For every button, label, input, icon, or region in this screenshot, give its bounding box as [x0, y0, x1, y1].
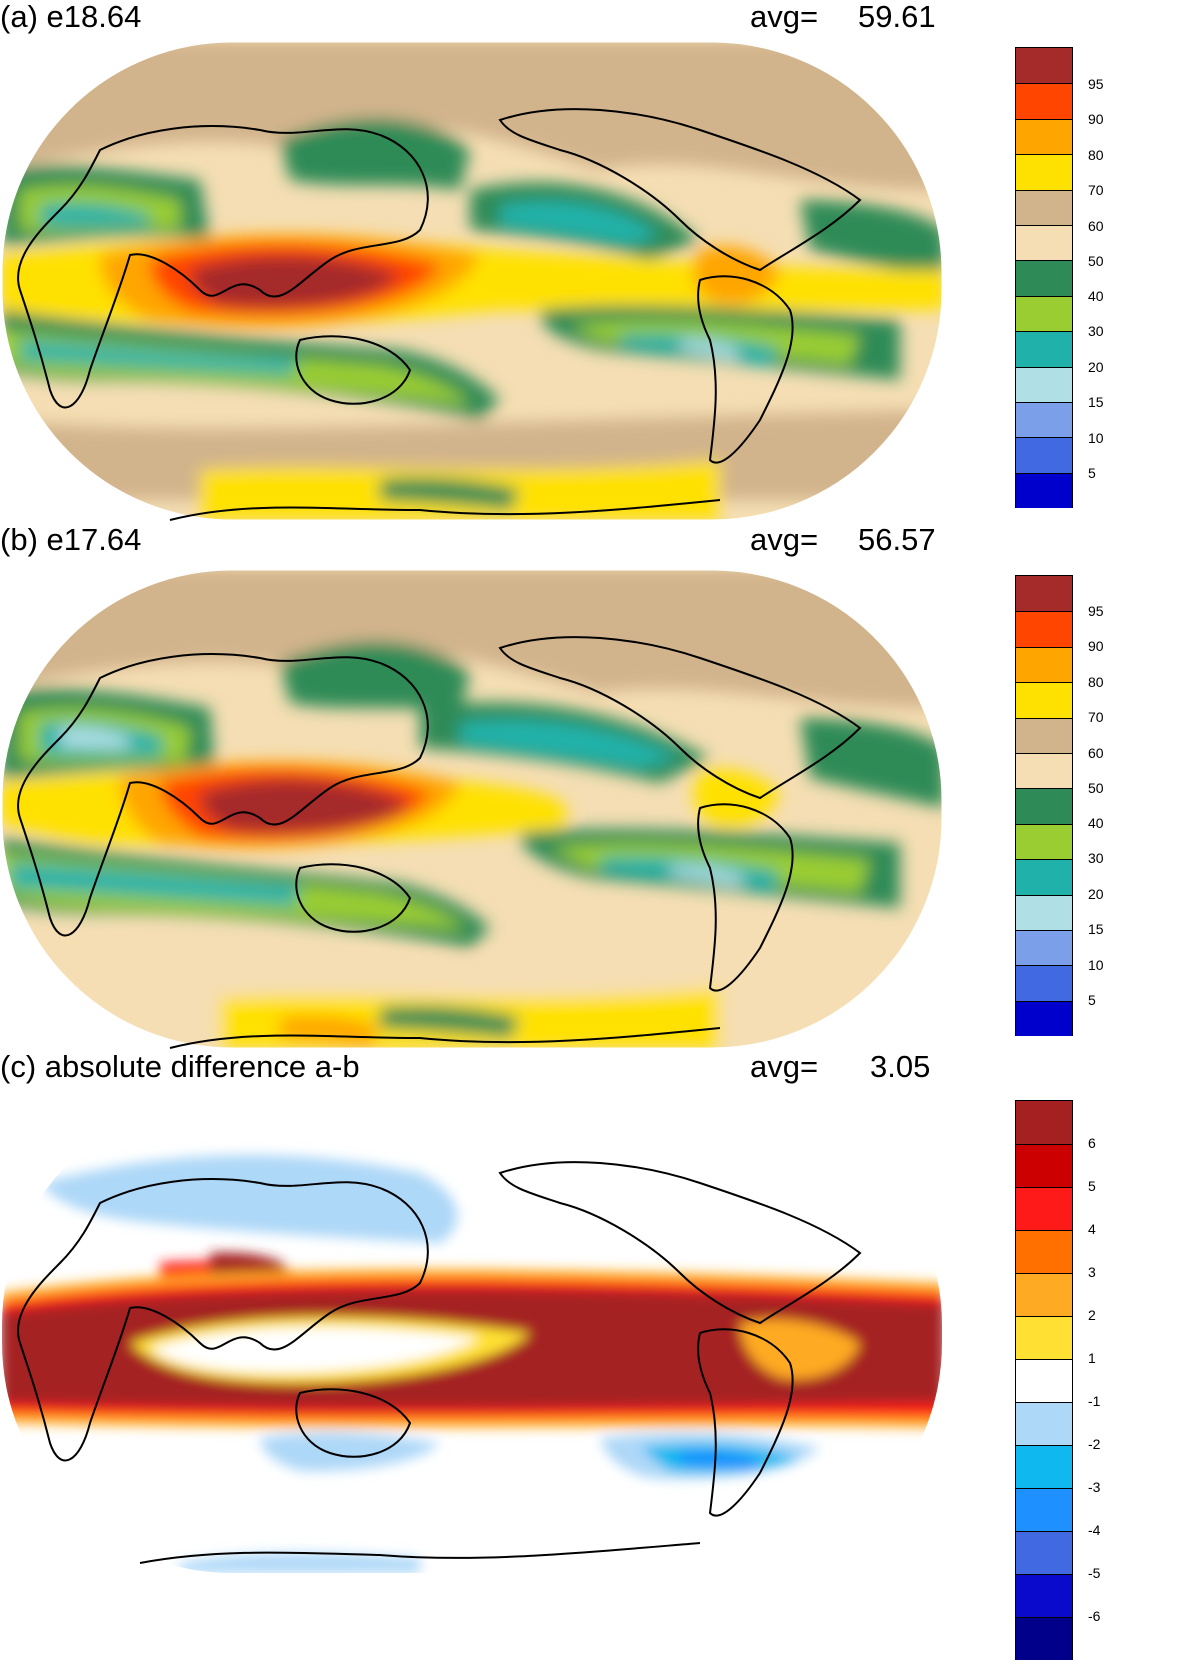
panel-b-avg-label: avg= — [750, 522, 819, 557]
panel-c-colorbar — [1015, 1100, 1073, 1660]
swatch — [1016, 437, 1072, 473]
swatch — [1016, 894, 1072, 930]
panel-c-tick: -5 — [1088, 1565, 1101, 1581]
panel-b-tick: 90 — [1088, 638, 1104, 654]
panel-b-tick: 5 — [1088, 992, 1096, 1008]
swatch — [1016, 154, 1072, 190]
panel-a-tick: 5 — [1088, 465, 1096, 481]
panel-c-tick: -6 — [1088, 1608, 1101, 1624]
panel-c-tick: 1 — [1088, 1350, 1096, 1366]
panel-a-tick: 50 — [1088, 253, 1104, 269]
panel-c-tick: -2 — [1088, 1436, 1101, 1452]
panel-b-map — [0, 568, 945, 1050]
swatch — [1016, 401, 1072, 438]
swatch — [1016, 752, 1072, 789]
panel-c-tick: 4 — [1088, 1221, 1096, 1237]
panel-b-tick: 50 — [1088, 780, 1104, 796]
swatch — [1016, 646, 1072, 683]
panel-b-tick: 10 — [1088, 957, 1104, 973]
panel-c-tick: 6 — [1088, 1135, 1096, 1151]
panel-b-tick: 15 — [1088, 921, 1104, 937]
panel-b-tick: 70 — [1088, 709, 1104, 725]
panel-b-map-svg — [1, 569, 943, 1049]
panel-a-tick: 30 — [1088, 323, 1104, 339]
swatch — [1016, 965, 1072, 1001]
panel-a-tick: 60 — [1088, 218, 1104, 234]
swatch — [1016, 1144, 1072, 1187]
panel-c-tick: 5 — [1088, 1178, 1096, 1194]
panel-c-map — [0, 1093, 945, 1575]
panel-b-tick: 80 — [1088, 674, 1104, 690]
panel-b-tick: 20 — [1088, 886, 1104, 902]
panel-a-coastlines — [17, 108, 862, 521]
panel-c-coastlines — [17, 1161, 862, 1564]
swatch — [1016, 823, 1072, 860]
panel-b-title: (b) e17.64 — [0, 522, 142, 557]
panel-c-tick: 3 — [1088, 1264, 1096, 1280]
swatch — [1016, 366, 1072, 402]
swatch — [1016, 1273, 1072, 1316]
swatch — [1016, 1488, 1072, 1531]
swatch — [1016, 189, 1072, 225]
swatch — [1016, 788, 1072, 824]
panel-a-colorbar — [1015, 47, 1073, 509]
panel-b-tick: 40 — [1088, 815, 1104, 831]
swatch — [1016, 1101, 1072, 1144]
panel-b-tick: 30 — [1088, 850, 1104, 866]
panel-a-tick: 80 — [1088, 147, 1104, 163]
swatch — [1016, 260, 1072, 296]
panel-c-tick: -4 — [1088, 1522, 1101, 1538]
panel-a-tick: 40 — [1088, 288, 1104, 304]
panel-c-tick: -3 — [1088, 1479, 1101, 1495]
swatch — [1016, 224, 1072, 261]
panel-a-tick: 15 — [1088, 394, 1104, 410]
swatch — [1016, 295, 1072, 332]
panel-b-colorbar — [1015, 575, 1073, 1037]
swatch — [1016, 1316, 1072, 1359]
swatch — [1016, 1574, 1072, 1617]
swatch — [1016, 576, 1072, 612]
swatch — [1016, 1000, 1072, 1037]
swatch — [1016, 1402, 1072, 1445]
panel-b-tick: 95 — [1088, 603, 1104, 619]
panel-a-map-svg — [1, 41, 943, 521]
panel-a-tick: 20 — [1088, 359, 1104, 375]
panel-a-tick: 70 — [1088, 182, 1104, 198]
swatch — [1016, 118, 1072, 155]
panel-a-title: (a) e18.64 — [0, 0, 142, 34]
swatch — [1016, 717, 1072, 753]
swatch — [1016, 48, 1072, 84]
panel-a-avg-value: 59.61 — [858, 0, 936, 34]
swatch — [1016, 1230, 1072, 1273]
swatch — [1016, 859, 1072, 895]
swatch — [1016, 1187, 1072, 1230]
panel-a-tick: 10 — [1088, 430, 1104, 446]
panel-b-coastlines — [17, 636, 862, 1049]
swatch — [1016, 331, 1072, 367]
swatch — [1016, 929, 1072, 966]
panel-c-tick: -1 — [1088, 1393, 1101, 1409]
panel-a-map — [0, 40, 945, 522]
swatch — [1016, 83, 1072, 119]
panel-c-avg-label: avg= — [750, 1049, 819, 1084]
swatch — [1016, 1359, 1072, 1402]
panel-c-avg-value: 3.05 — [870, 1049, 931, 1084]
swatch — [1016, 611, 1072, 647]
panel-b-tick: 60 — [1088, 745, 1104, 761]
panel-c-map-svg — [2, 1095, 942, 1573]
panel-a-avg-label: avg= — [750, 0, 819, 34]
swatch — [1016, 682, 1072, 718]
swatch — [1016, 1531, 1072, 1574]
panel-a-tick: 90 — [1088, 111, 1104, 127]
panel-a-tick: 95 — [1088, 76, 1104, 92]
swatch — [1016, 1445, 1072, 1488]
panel-c-tick: 2 — [1088, 1307, 1096, 1323]
swatch — [1016, 1617, 1072, 1660]
panel-b-avg-value: 56.57 — [858, 522, 936, 557]
swatch — [1016, 472, 1072, 509]
panel-c-title: (c) absolute difference a-b — [0, 1049, 360, 1084]
